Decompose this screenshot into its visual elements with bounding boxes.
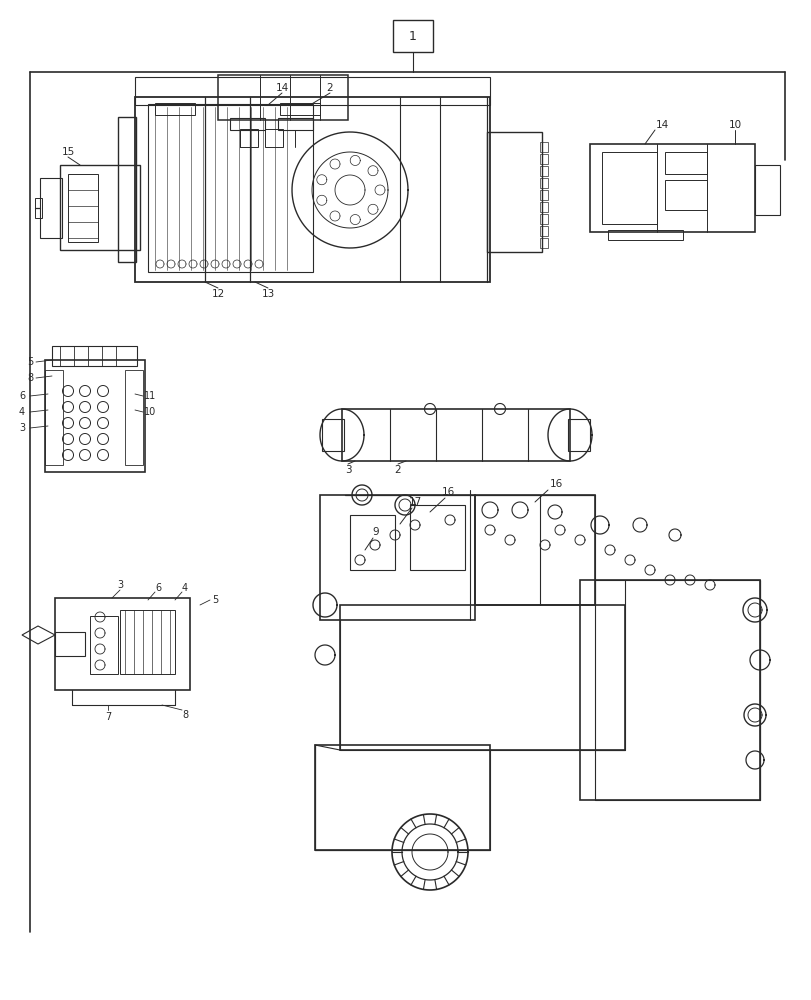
Bar xyxy=(230,118,264,130)
Bar xyxy=(52,346,137,366)
Bar xyxy=(60,165,139,250)
Text: 7: 7 xyxy=(105,712,111,722)
Text: 2: 2 xyxy=(394,465,401,475)
Bar xyxy=(45,360,145,472)
Bar xyxy=(590,144,754,232)
Bar xyxy=(340,605,624,750)
Bar xyxy=(45,370,63,465)
Text: 15: 15 xyxy=(62,147,75,157)
Bar xyxy=(35,198,42,218)
Bar xyxy=(539,166,547,176)
Text: 11: 11 xyxy=(144,391,156,401)
Bar xyxy=(568,419,590,451)
Bar xyxy=(607,230,682,240)
Text: 3: 3 xyxy=(117,580,123,590)
Bar xyxy=(539,178,547,188)
Bar xyxy=(539,238,547,248)
Bar xyxy=(539,202,547,212)
Bar xyxy=(539,214,547,224)
Text: 13: 13 xyxy=(261,289,274,299)
Text: 6: 6 xyxy=(19,391,25,401)
Bar xyxy=(280,103,320,115)
Text: 4: 4 xyxy=(182,583,188,593)
Bar xyxy=(320,495,474,620)
Text: 10: 10 xyxy=(144,407,156,417)
Bar xyxy=(393,20,432,52)
Bar xyxy=(277,118,312,130)
Bar xyxy=(579,580,759,800)
Bar xyxy=(664,152,706,174)
Text: 17: 17 xyxy=(408,497,421,507)
Text: 3: 3 xyxy=(19,423,25,433)
Bar xyxy=(240,129,258,147)
Text: 10: 10 xyxy=(727,120,740,130)
Bar xyxy=(539,190,547,200)
Bar xyxy=(40,178,62,238)
Bar xyxy=(487,132,541,252)
Bar xyxy=(120,610,175,674)
Bar xyxy=(539,226,547,236)
Text: 5: 5 xyxy=(212,595,218,605)
Bar xyxy=(217,75,348,120)
Bar xyxy=(341,409,569,461)
Text: 3: 3 xyxy=(344,465,351,475)
Bar xyxy=(539,142,547,152)
Text: 6: 6 xyxy=(155,583,161,593)
Bar xyxy=(90,616,118,674)
Text: 14: 14 xyxy=(275,83,288,93)
Bar xyxy=(118,117,135,262)
Bar xyxy=(264,129,283,147)
Bar xyxy=(55,598,190,690)
Bar xyxy=(474,495,594,605)
Bar xyxy=(55,632,85,656)
Text: 2: 2 xyxy=(326,83,333,93)
Bar xyxy=(664,180,706,210)
Text: 16: 16 xyxy=(441,487,454,497)
Text: 9: 9 xyxy=(372,527,379,537)
Bar xyxy=(135,97,489,282)
Text: 1: 1 xyxy=(409,30,416,43)
Bar xyxy=(148,104,312,272)
Text: 16: 16 xyxy=(549,479,562,489)
Bar xyxy=(322,419,344,451)
Text: 5: 5 xyxy=(27,357,33,367)
Text: 14: 14 xyxy=(654,120,667,130)
Bar xyxy=(350,515,394,570)
Bar xyxy=(410,505,465,570)
Text: 12: 12 xyxy=(211,289,225,299)
Text: 8: 8 xyxy=(182,710,188,720)
Bar xyxy=(601,152,656,224)
Bar xyxy=(315,745,489,850)
Bar xyxy=(539,154,547,164)
Bar xyxy=(68,174,98,242)
Text: 8: 8 xyxy=(27,373,33,383)
Bar xyxy=(754,165,779,215)
Bar xyxy=(125,370,143,465)
Bar xyxy=(155,103,195,115)
Bar xyxy=(135,77,489,105)
Text: 4: 4 xyxy=(19,407,25,417)
